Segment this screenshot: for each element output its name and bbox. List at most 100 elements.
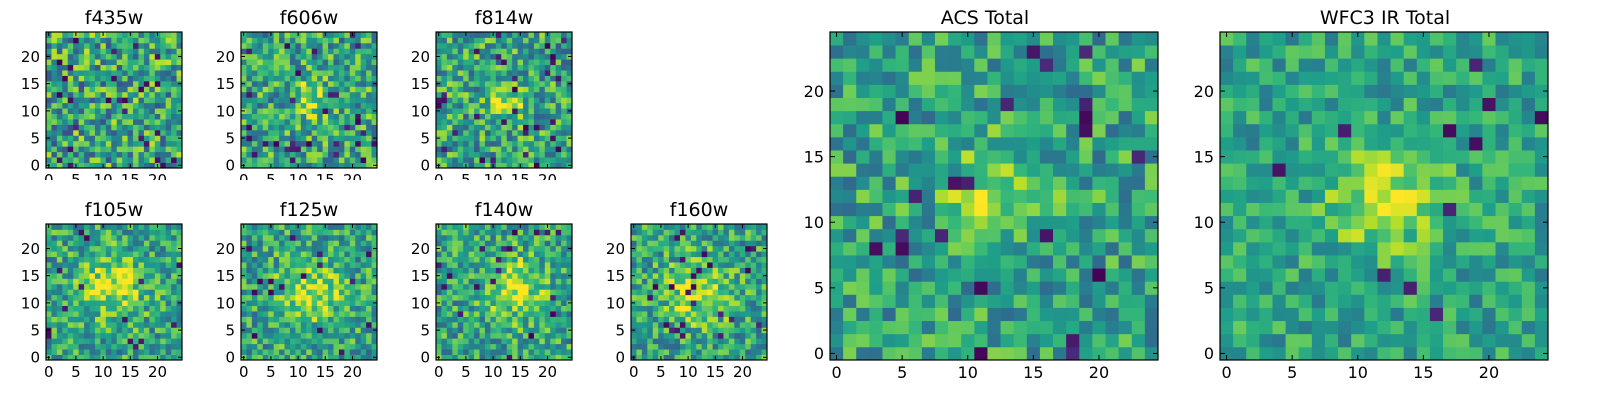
heatmap-cell <box>333 343 340 350</box>
heatmap-cell <box>176 278 183 285</box>
heatmap-cell <box>56 91 63 98</box>
heatmap-cell <box>561 349 567 355</box>
heatmap-cell <box>149 151 156 158</box>
heatmap-cell <box>539 240 546 247</box>
heatmap-cell <box>251 316 258 323</box>
heatmap-cell <box>89 229 96 236</box>
heatmap-cell <box>631 316 637 323</box>
heatmap-cell <box>268 262 275 268</box>
heatmap-cell <box>127 267 134 274</box>
heatmap-cell <box>366 37 372 44</box>
heatmap-cell <box>663 332 670 339</box>
heatmap-cell <box>349 332 356 339</box>
heatmap-cell <box>338 283 345 290</box>
heatmap-cell <box>355 151 362 158</box>
heatmap-cell <box>333 229 340 236</box>
heatmap-cell <box>517 316 524 323</box>
heatmap-cell <box>355 48 362 55</box>
heatmap-cell <box>246 278 253 285</box>
heatmap-cell <box>463 316 470 323</box>
heatmap-cell <box>463 129 470 136</box>
heatmap-cell <box>756 234 762 241</box>
heatmap-cell <box>241 97 247 104</box>
heatmap-cell <box>550 42 557 49</box>
heatmap-cell <box>523 53 529 60</box>
heatmap-cell <box>122 316 128 323</box>
heatmap-cell <box>517 300 524 306</box>
heatmap-cell <box>555 354 562 361</box>
heatmap-cell <box>56 129 63 136</box>
heatmap-cell <box>452 119 459 125</box>
heatmap-cell <box>84 162 90 169</box>
heatmap-cell <box>289 354 296 361</box>
heatmap-cell <box>268 146 275 153</box>
heatmap-cell <box>284 272 291 279</box>
heatmap-cell <box>457 262 464 268</box>
heatmap-cell <box>241 234 247 241</box>
heatmap-cell <box>257 294 264 301</box>
heatmap-cell <box>317 229 323 236</box>
heatmap-cell <box>561 245 567 252</box>
heatmap-cell <box>100 80 107 87</box>
heatmap-cell <box>484 91 491 98</box>
heatmap-cell <box>262 102 269 109</box>
heatmap-cell <box>311 42 318 49</box>
heatmap-cell <box>257 240 264 247</box>
heatmap-cell <box>295 321 302 328</box>
heatmap-cell <box>160 59 167 66</box>
heatmap-cell <box>138 70 145 76</box>
heatmap-cell <box>366 234 372 241</box>
heatmap-cell <box>647 321 654 328</box>
heatmap-cell <box>701 321 708 328</box>
heatmap-cell <box>652 300 659 306</box>
heatmap-cell <box>317 75 323 82</box>
heatmap-cell <box>328 113 334 120</box>
heatmap-cell <box>490 75 497 82</box>
heatmap-cell <box>468 224 475 230</box>
heatmap-cell <box>533 327 540 334</box>
heatmap-cell <box>1039 346 1054 361</box>
heatmap-cell <box>67 42 74 49</box>
heatmap-cell <box>961 307 975 322</box>
heatmap-cell <box>501 53 508 60</box>
heatmap-cell <box>830 215 844 230</box>
heatmap-cell <box>322 42 329 49</box>
heatmap-cell <box>94 146 101 153</box>
heatmap-cell <box>78 162 85 169</box>
heatmap-cell <box>338 75 345 82</box>
heatmap-cell <box>89 338 96 345</box>
heatmap-cell <box>517 102 524 109</box>
heatmap-cell <box>73 272 80 279</box>
heatmap-cell <box>251 338 258 345</box>
heatmap-cell <box>685 283 692 290</box>
heatmap-cell <box>1118 346 1133 361</box>
heatmap-cell <box>674 251 681 258</box>
heatmap-cell <box>528 135 535 142</box>
heatmap-cell <box>555 234 562 241</box>
heatmap-cell <box>73 91 80 98</box>
heatmap-cell <box>761 321 768 328</box>
heatmap-cell <box>78 267 85 274</box>
heatmap-cell <box>631 332 637 339</box>
heatmap-cell <box>360 129 367 136</box>
heatmap-cell <box>366 311 372 317</box>
heatmap-cell <box>479 32 486 38</box>
heatmap-cell <box>133 294 139 301</box>
x-tick-label: 15 <box>121 171 140 180</box>
heatmap-cell <box>750 354 757 361</box>
heatmap-cell <box>138 278 145 285</box>
heatmap-cell <box>143 146 150 153</box>
heatmap-cell <box>100 70 107 76</box>
heatmap-cell <box>490 70 497 76</box>
heatmap-cell <box>46 349 52 355</box>
heatmap-cell <box>441 59 448 66</box>
heatmap-cell <box>669 234 675 241</box>
heatmap-cell <box>127 338 134 345</box>
heatmap-cell <box>636 305 643 312</box>
heatmap-cell <box>663 321 670 328</box>
heatmap-cell <box>1079 215 1093 230</box>
heatmap-cell <box>690 278 697 285</box>
heatmap-cell <box>934 176 949 190</box>
heatmap-cell <box>463 343 470 350</box>
heatmap-cell <box>506 354 513 361</box>
